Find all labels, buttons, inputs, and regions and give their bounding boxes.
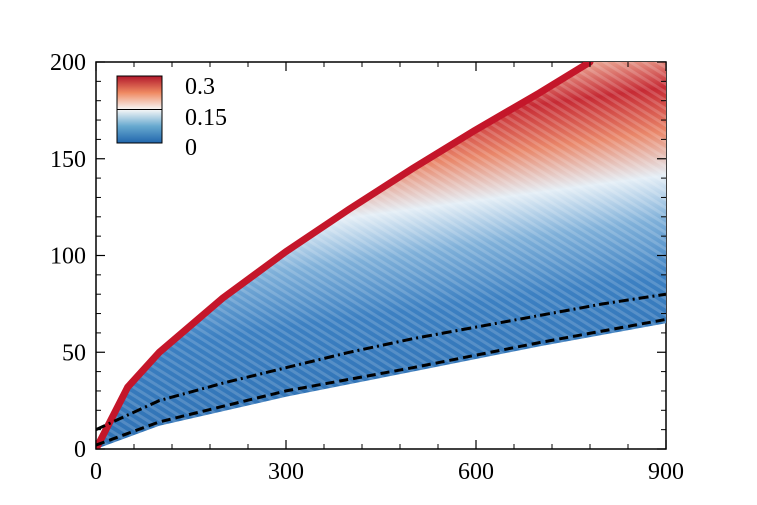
colorbar-label-low: 0	[185, 135, 197, 161]
dashed-boundary-line	[96, 317, 666, 447]
colorbar-legend: 0.3 0.15 0	[116, 74, 227, 161]
y-tick-label: 200	[50, 50, 86, 76]
y-axis: 0 50 100 150 200	[50, 50, 666, 463]
x-tick-label: 900	[648, 459, 684, 485]
outer-edge-band	[96, 62, 594, 449]
contour-stripe-texture	[96, 62, 666, 449]
x-tick-label: 300	[268, 459, 304, 485]
x-tick-label: 600	[458, 459, 494, 485]
y-tick-label: 0	[74, 437, 86, 463]
dash-dot-boundary-line	[96, 292, 666, 431]
colorbar-label-high: 0.3	[185, 74, 215, 100]
y-tick-label: 100	[50, 244, 86, 270]
y-tick-label: 150	[50, 147, 86, 173]
x-tick-label: 0	[90, 459, 102, 485]
x-axis: 0 300 600 900	[90, 62, 684, 485]
y-tick-label: 50	[62, 340, 86, 366]
colorbar-label-mid: 0.15	[185, 105, 227, 131]
